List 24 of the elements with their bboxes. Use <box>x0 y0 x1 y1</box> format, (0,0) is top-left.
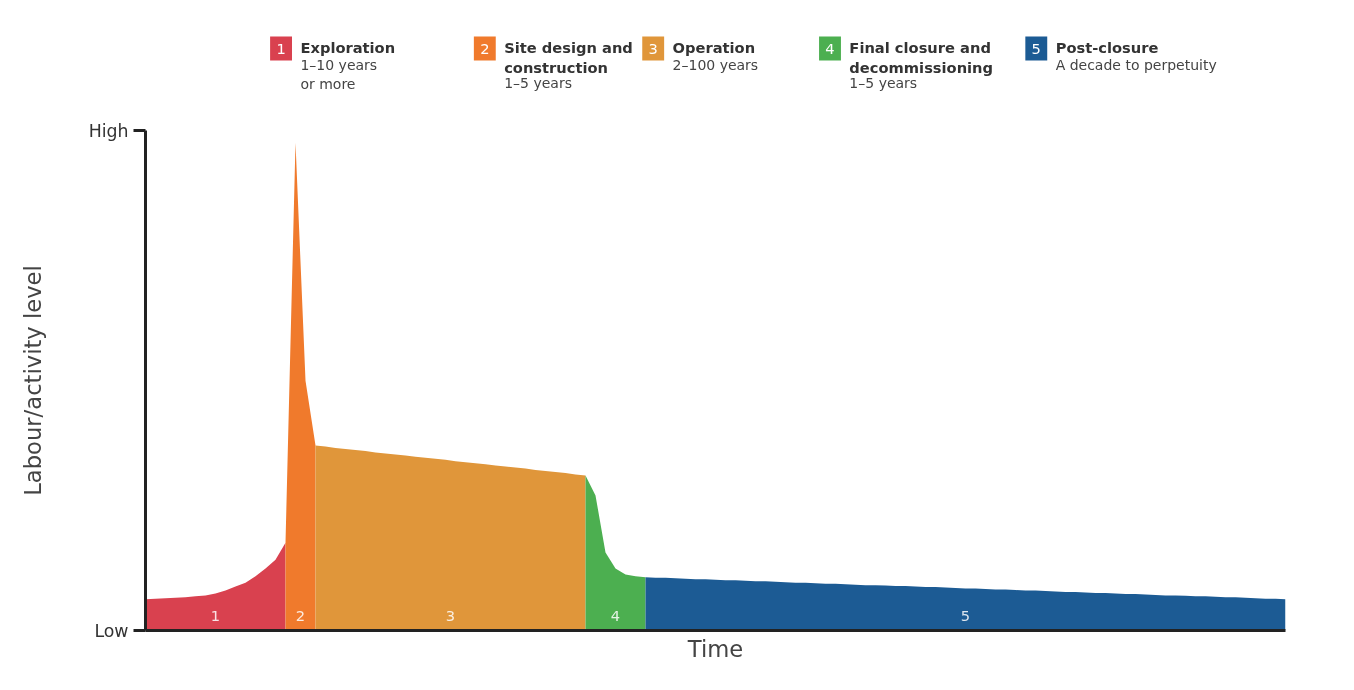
text: 1–5 years <box>504 74 572 91</box>
text: High <box>88 120 129 141</box>
y-axis-title: Labour/activity level <box>19 265 46 496</box>
text: 4 <box>825 39 835 57</box>
text: 1–5 years <box>849 74 918 91</box>
legend-label: Exploration <box>300 38 396 56</box>
annotation: 1 <box>210 606 221 624</box>
legend-label: Post-closure <box>1055 38 1159 56</box>
text: Low <box>94 620 129 641</box>
text: 1–10 years or more <box>300 56 378 92</box>
x-axis-title: Time <box>686 635 744 662</box>
text: A decade to perpetuity <box>1055 56 1217 73</box>
annotation: 2 <box>295 606 306 624</box>
annotation: 3 <box>445 606 456 624</box>
legend-label: Final closure and decommissioning <box>849 38 994 76</box>
legend-label: Operation <box>672 38 756 56</box>
text: 5 <box>1031 39 1041 57</box>
text: 2–100 years <box>672 56 759 73</box>
annotation: 5 <box>960 606 971 624</box>
text: 1 <box>276 39 286 57</box>
legend-label: Site design and construction <box>504 38 633 76</box>
annotation: 4 <box>610 606 621 624</box>
text: 2 <box>480 39 490 57</box>
text: 3 <box>648 39 658 57</box>
